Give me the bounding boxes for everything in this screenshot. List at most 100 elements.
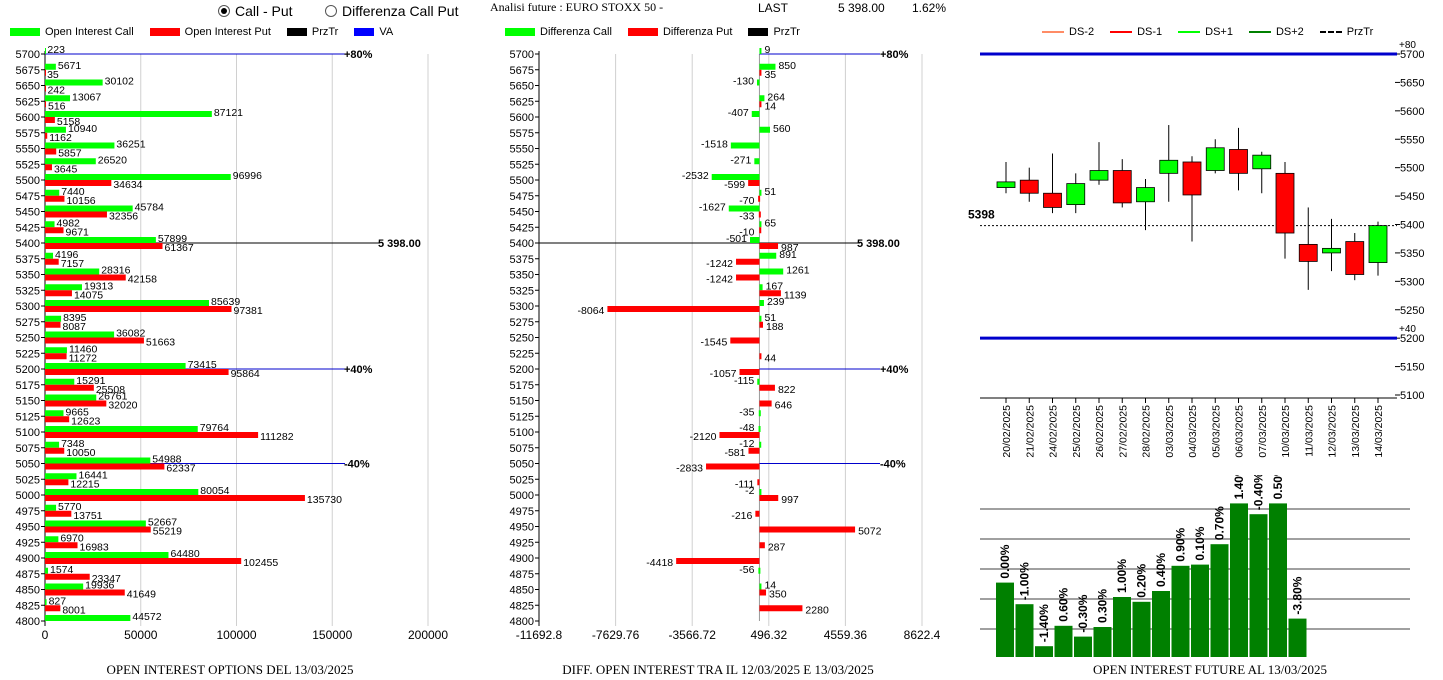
y-tick-label: 5400 — [1400, 220, 1424, 232]
put-value-label: 16983 — [80, 541, 109, 553]
diff-put-value-label: -70 — [739, 195, 754, 207]
x-tick-label: -7629.76 — [592, 628, 640, 642]
call-value-label: 28316 — [101, 265, 130, 277]
put-value-label: 32020 — [108, 400, 137, 412]
put-value-label: 61367 — [165, 242, 194, 254]
diff-call-value-label: -407 — [728, 107, 749, 119]
candle-body — [1159, 159, 1179, 174]
call-bar — [45, 583, 84, 590]
put-value-label: 14075 — [74, 289, 103, 301]
oi-bar-label: -0.30% — [1076, 594, 1090, 632]
diff-call-value-label: 239 — [767, 296, 785, 308]
call-value-label: 73415 — [188, 359, 217, 371]
strike-label: 5150 — [510, 396, 534, 408]
put-bar — [45, 400, 107, 407]
oi-bar-label: 0.90% — [1174, 527, 1188, 561]
x-tick-label: 200000 — [408, 628, 448, 642]
candle-body — [1019, 179, 1039, 194]
strike-label: 5250 — [16, 333, 40, 345]
future-oi-bar-chart: 0.00% -1.00% -1.40% 0.60% -0.30% 0.30% 1.00% 0.… — [980, 475, 1410, 657]
call-value-label: 4982 — [57, 217, 81, 229]
strike-label: 5500 — [510, 175, 534, 187]
strike-label: 4950 — [510, 522, 534, 534]
date-label: 25/02/2025 — [1071, 405, 1083, 458]
radio-on-icon — [218, 5, 230, 17]
call-value-label: 223 — [47, 44, 65, 56]
put-value-label: 9671 — [66, 226, 90, 238]
diff-call-value-label: -501 — [726, 233, 747, 245]
put-bar — [45, 243, 163, 249]
reference-label: -40% — [344, 459, 370, 471]
diff-call-value-label: -271 — [730, 154, 751, 166]
candle-body — [1043, 192, 1062, 208]
reference-label: 5 398.00 — [857, 238, 900, 250]
put-bar — [45, 605, 61, 612]
call-value-label: 36251 — [116, 139, 145, 151]
diff-call-bar — [758, 426, 761, 432]
diff-put-bar — [759, 589, 767, 596]
legend-future: DS-2 DS-1 DS+1 DS+2 PrzTr — [1042, 26, 1383, 38]
call-bar — [45, 158, 96, 165]
strike-label: 5600 — [510, 112, 534, 124]
strike-label: 5400 — [16, 238, 40, 250]
put-value-label: 62337 — [166, 463, 195, 475]
call-value-label: 16441 — [78, 469, 107, 481]
y-tick-label: 5200 — [1400, 333, 1424, 345]
call-bar — [45, 552, 169, 558]
diff-call-bar — [754, 158, 760, 165]
diff-call-value-label: -48 — [739, 422, 754, 434]
date-label: 27/02/2025 — [1117, 405, 1129, 458]
call-bar — [45, 410, 64, 417]
strike-label: 5100 — [510, 427, 534, 439]
diff-put-bar — [758, 195, 761, 202]
strike-label: 4850 — [510, 585, 534, 597]
put-bar — [45, 589, 125, 596]
strike-label: 5250 — [510, 333, 534, 345]
call-value-label: 87121 — [214, 107, 243, 119]
diff-call-value-label: 264 — [767, 91, 785, 103]
legend-oi: Open Interest Call Open Interest Put Prz… — [10, 26, 403, 38]
put-bar — [45, 432, 259, 438]
legend-item-va: VA — [354, 26, 393, 38]
put-value-label: 34634 — [113, 179, 142, 191]
diff-put-bar — [759, 321, 763, 328]
diff-put-value-label: 646 — [775, 400, 793, 412]
diff-put-bar — [748, 447, 760, 454]
put-value-label: 42158 — [128, 274, 157, 286]
radio-diff[interactable]: Differenza Call Put — [325, 3, 458, 19]
put-value-label: 5857 — [58, 148, 82, 160]
put-bar — [45, 164, 52, 171]
put-value-label: 10156 — [66, 195, 95, 207]
diff-call-value-label: -56 — [739, 564, 754, 576]
strike-label: 4800 — [510, 616, 534, 628]
call-bar — [45, 205, 133, 212]
call-bar — [45, 95, 71, 102]
date-label: 26/02/2025 — [1094, 405, 1106, 458]
strike-label: 5600 — [16, 112, 40, 124]
oi-bar-label: -1.00% — [1018, 562, 1032, 600]
diff-put-bar — [757, 479, 760, 486]
call-bar — [45, 300, 209, 306]
strike-label: 4975 — [16, 506, 40, 518]
put-value-label: 8001 — [62, 604, 86, 616]
diff-call-value-label: 51 — [764, 186, 776, 198]
x-tick-label: -11692.8 — [516, 628, 563, 642]
diff-call-value-label: -115 — [734, 375, 754, 387]
strike-label: 4825 — [16, 600, 40, 612]
oi-bar-label: 0.20% — [1135, 563, 1149, 597]
candle-body — [1066, 183, 1086, 206]
put-value-label: 12623 — [71, 415, 100, 427]
radio-call-put[interactable]: Call - Put — [218, 3, 293, 19]
diff-call-bar — [730, 142, 760, 149]
call-bar — [45, 489, 199, 495]
call-bar — [45, 252, 54, 259]
diff-call-bar — [751, 111, 760, 117]
candle-body — [1252, 154, 1272, 170]
call-bar — [45, 441, 60, 448]
call-bar — [45, 79, 103, 86]
put-bar — [45, 337, 144, 344]
radio-diff-label: Differenza Call Put — [342, 3, 459, 19]
diff-put-bar — [755, 510, 760, 517]
y-tick-label: 5550 — [1400, 134, 1424, 146]
y-tick-label: 5500 — [1400, 163, 1424, 175]
